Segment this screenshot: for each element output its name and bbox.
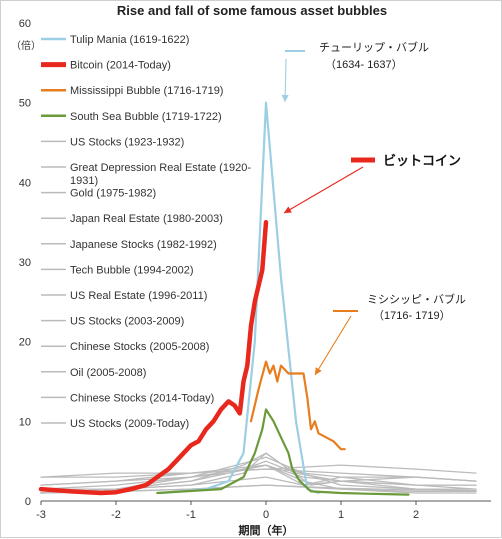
x-tick-label: 1 [338, 509, 344, 521]
annotations: チューリップ・バブル（1634- 1637） ビットコインミシシッピ・バブル（17… [281, 40, 466, 376]
legend-label: Great Depression Real Estate (1920-1931) [70, 162, 251, 187]
y-tick-label: 40 [19, 177, 31, 189]
series-group-grey [40, 452, 477, 494]
x-axis: -3 -2 -1 0 1 2 [36, 501, 419, 521]
legend: Tulip Mania (1619-1622) Bitcoin (2014-Tod… [41, 34, 251, 430]
x-tick-label: -2 [111, 509, 121, 521]
x-tick-label: 2 [413, 509, 419, 521]
y-tick-label: 30 [19, 257, 31, 269]
annotation-label: ミシシッピ・バブル（1716- 1719） [367, 292, 466, 322]
series-line-south-sea-bubble-1719-1722 [156, 408, 410, 496]
legend-label: Chinese Stocks (2014-Today) [70, 392, 214, 404]
legend-label: Tech Bubble (1994-2002) [70, 264, 194, 276]
legend-label: Tulip Mania (1619-1622) [70, 34, 189, 46]
x-tick-label: -3 [36, 509, 46, 521]
legend-label: South Sea Bubble (1719-1722) [70, 111, 222, 123]
legend-label: US Stocks (2009-Today) [70, 418, 189, 430]
legend-label: Japan Real Estate (1980-2003) [70, 213, 223, 225]
series-line-bitcoin-2014-today [38, 219, 269, 496]
series-group-highlight [38, 101, 410, 496]
annotation-arrowhead [281, 94, 289, 102]
y-tick-label: 50 [19, 98, 31, 110]
legend-label: Bitcoin (2014-Today) [70, 60, 171, 72]
y-axis-unit-label: （倍） [11, 39, 41, 52]
series-line-chinese-stocks-2014-today [40, 476, 477, 490]
x-axis-label: 期間（年） [239, 523, 294, 537]
annotation-arrowhead [284, 206, 292, 213]
annotation-arrowhead [315, 367, 322, 375]
legend-label: Japanese Stocks (1982-1992) [70, 239, 217, 251]
annotation-label: ビットコイン [383, 153, 461, 168]
x-tick-label: 0 [263, 509, 269, 521]
chart-title: Rise and fall of some famous asset bubbl… [117, 3, 387, 18]
annotation-arrow [314, 315, 352, 376]
series-line-japanese-stocks-1982-1992 [40, 456, 477, 494]
y-tick-label: 20 [19, 337, 31, 349]
series-line-mississippi-bubble-1716-1719 [249, 360, 346, 451]
y-tick-label: 60 [19, 18, 31, 30]
annotation-arrow [283, 166, 364, 214]
legend-label: Oil (2005-2008) [70, 367, 146, 379]
annotation-label: チューリップ・バブル（1634- 1637） [319, 40, 429, 71]
legend-label: US Stocks (1923-1932) [70, 136, 184, 148]
series-line-gold-1975-1982 [40, 460, 477, 493]
legend-label: US Stocks (2003-2009) [70, 316, 184, 328]
legend-label: US Real Estate (1996-2011) [70, 290, 207, 302]
annotation-arrow [284, 58, 287, 103]
legend-label: Chinese Stocks (2005-2008) [70, 341, 209, 353]
series-line-tulip-mania-1619-1622 [159, 101, 320, 495]
y-axis: 0 10 20 30 40 50 60 [19, 18, 31, 508]
x-tick-label: -1 [186, 509, 196, 521]
legend-label: Gold (1975-1982) [70, 188, 156, 200]
series-line-us-stocks-2009-today [40, 464, 477, 478]
y-tick-label: 0 [25, 496, 31, 508]
y-tick-label: 10 [19, 416, 31, 428]
legend-label: Mississippi Bubble (1716-1719) [70, 85, 223, 97]
